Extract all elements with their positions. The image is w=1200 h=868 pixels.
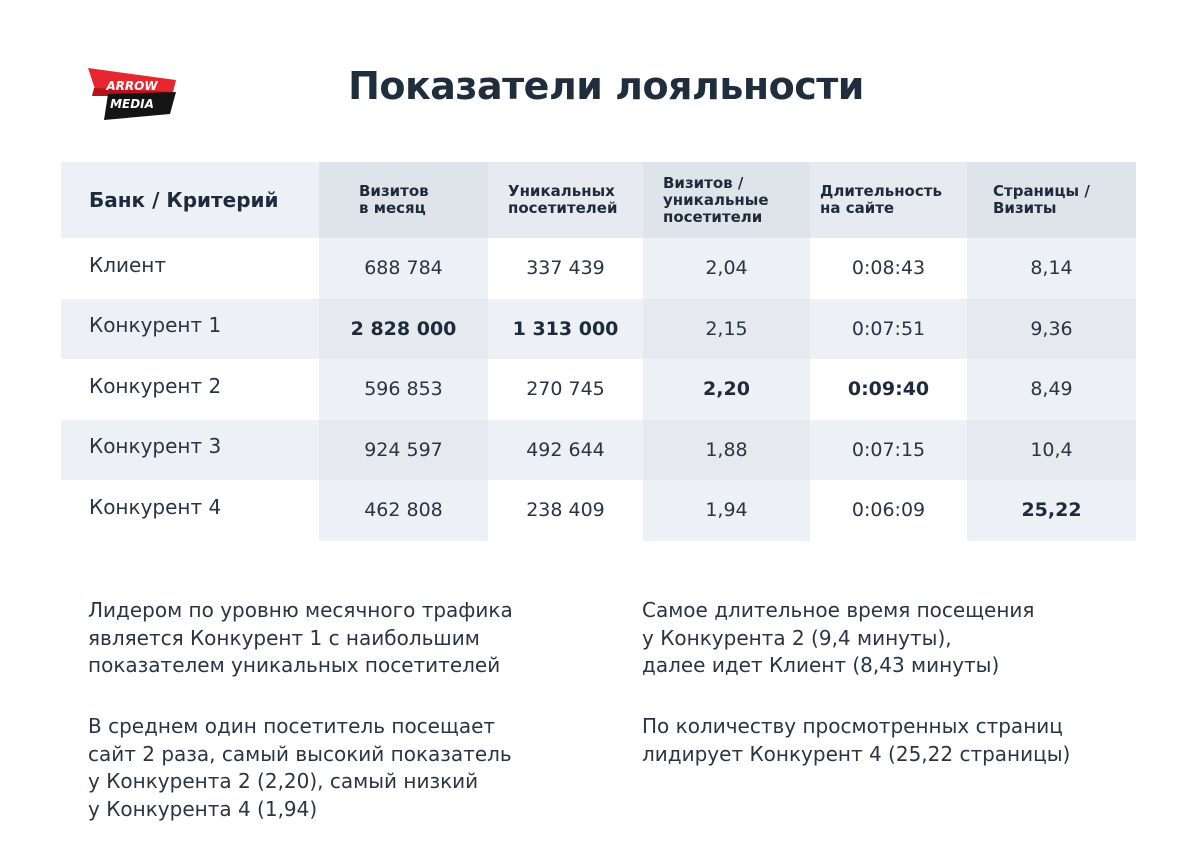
cell-visits: 2 828 000 [319,298,488,359]
cell-unique: 270 745 [488,359,643,420]
header-duration: Длительность на сайте [810,162,967,238]
note-traffic-leader: Лидером по уровню месячного трафика явля… [88,598,513,677]
logo-line-media: MEDIA [110,97,154,111]
table-row: Конкурент 2 596 853 270 745 2,20 0:09:40… [61,359,1136,420]
cell-ratio: 2,04 [643,238,810,299]
header-pages: Страницы / Визиты [967,162,1136,238]
cell-duration: 0:06:09 [810,480,967,541]
cell-visits: 596 853 [319,359,488,420]
cell-bank: Клиент [61,238,319,299]
cell-ratio: 1,88 [643,419,810,480]
note-visits-ratio: В среднем один посетитель посещает сайт … [88,714,512,821]
cell-ratio: 2,20 [643,359,810,420]
cell-bank: Конкурент 2 [61,359,319,420]
cell-pages: 8,14 [967,238,1136,299]
cell-pages: 8,49 [967,359,1136,420]
cell-unique: 1 313 000 [488,298,643,359]
logo-line-arrow: ARROW [106,79,158,93]
cell-duration: 0:07:15 [810,419,967,480]
cell-pages: 9,36 [967,298,1136,359]
cell-ratio: 1,94 [643,480,810,541]
cell-unique: 238 409 [488,480,643,541]
cell-bank: Конкурент 4 [61,480,319,541]
loyalty-table: Банк / Критерий Визитов в месяц Уникальны… [61,162,1136,541]
note-pages: По количеству просмотренных страниц лиди… [642,714,1071,766]
table-header-row: Банк / Критерий Визитов в месяц Уникальны… [61,162,1136,238]
cell-visits: 688 784 [319,238,488,299]
cell-visits: 924 597 [319,419,488,480]
table-row: Конкурент 1 2 828 000 1 313 000 2,15 0:0… [61,298,1136,359]
page-title: Показатели лояльности [348,64,864,108]
cell-visits: 462 808 [319,480,488,541]
cell-duration: 0:09:40 [810,359,967,420]
table-row: Конкурент 3 924 597 492 644 1,88 0:07:15… [61,419,1136,480]
cell-bank: Конкурент 1 [61,298,319,359]
header-ratio: Визитов / уникальные посетители [643,162,810,238]
cell-unique: 492 644 [488,419,643,480]
logo-shape-icon [88,68,176,120]
cell-unique: 337 439 [488,238,643,299]
arrow-media-logo: ARROW MEDIA [86,66,178,122]
table-row: Клиент 688 784 337 439 2,04 0:08:43 8,14 [61,238,1136,299]
header-bank: Банк / Критерий [61,162,319,238]
cell-bank: Конкурент 3 [61,419,319,480]
cell-pages: 10,4 [967,419,1136,480]
cell-pages: 25,22 [967,480,1136,541]
header-unique: Уникальных посетителей [488,162,643,238]
table-row: Конкурент 4 462 808 238 409 1,94 0:06:09… [61,480,1136,541]
note-duration: Самое длительное время посещения у Конку… [642,598,1035,677]
header-visits: Визитов в месяц [319,162,488,238]
cell-ratio: 2,15 [643,298,810,359]
cell-duration: 0:07:51 [810,298,967,359]
cell-duration: 0:08:43 [810,238,967,299]
